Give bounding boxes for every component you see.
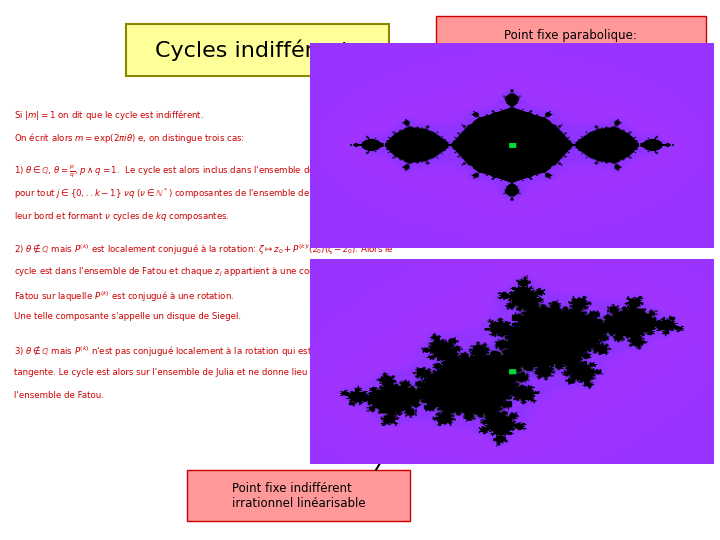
Text: Si $|m| = 1$ on dit que le cycle est indifférent.: Si $|m| = 1$ on dit que le cycle est ind… <box>14 108 204 122</box>
Text: On écrit alors $m = \exp(2\pi i\theta)$ e, on distingue trois cas:: On écrit alors $m = \exp(2\pi i\theta)$ … <box>14 131 245 145</box>
FancyBboxPatch shape <box>126 24 389 76</box>
FancyBboxPatch shape <box>436 16 706 70</box>
FancyBboxPatch shape <box>187 470 410 521</box>
Text: tangente. Le cycle est alors sur l'ensemble de Julia et ne donne lieu à aucune c: tangente. Le cycle est alors sur l'ensem… <box>14 368 420 377</box>
Text: Fatou sur laquelle $P^{(k)}$ est conjugué à une rotation.: Fatou sur laquelle $P^{(k)}$ est conjugu… <box>14 289 235 303</box>
Text: pour tout $j \in \{0,..k-1\}$ $\nu q$ $(\nu \in \mathbb{N}^*)$ composantes de l': pour tout $j \in \{0,..k-1\}$ $\nu q$ $(… <box>14 187 407 201</box>
Text: Une telle composante s'appelle un disque de Siegel.: Une telle composante s'appelle un disque… <box>14 312 241 321</box>
Text: Point fixe indifférent
irrationnel linéarisable: Point fixe indifférent irrationnel linéa… <box>232 482 366 510</box>
Text: Cycles indifférents: Cycles indifférents <box>155 39 361 60</box>
Text: 1) $\theta \in \mathbb{Q}$, $\theta = \frac{p}{q}$, $p\wedge q = 1$.  Le cycle e: 1) $\theta \in \mathbb{Q}$, $\theta = \f… <box>14 164 396 179</box>
Text: cycle est dans l'ensemble de Fatou et chaque $z_j$ appartient à une composante d: cycle est dans l'ensemble de Fatou et ch… <box>14 266 431 279</box>
Text: 3) $\theta \notin \mathbb{Q}$ mais $P^{(k)}$ n'est pas conjugué localement à la : 3) $\theta \notin \mathbb{Q}$ mais $P^{(… <box>14 345 408 359</box>
Text: leur bord et formant $\nu$ cycles de $kq$ composantes.: leur bord et formant $\nu$ cycles de $kq… <box>14 210 230 223</box>
Text: Point fixe parabolique:
m=-1, k=1,q=2, nu=1: Point fixe parabolique: m=-1, k=1,q=2, n… <box>504 29 638 57</box>
Text: l'ensemble de Fatou.: l'ensemble de Fatou. <box>14 392 104 400</box>
Text: 2) $\theta \notin \mathbb{Q}$ mais $P^{(k)}$ est localement conjugué à la rotati: 2) $\theta \notin \mathbb{Q}$ mais $P^{(… <box>14 242 394 257</box>
